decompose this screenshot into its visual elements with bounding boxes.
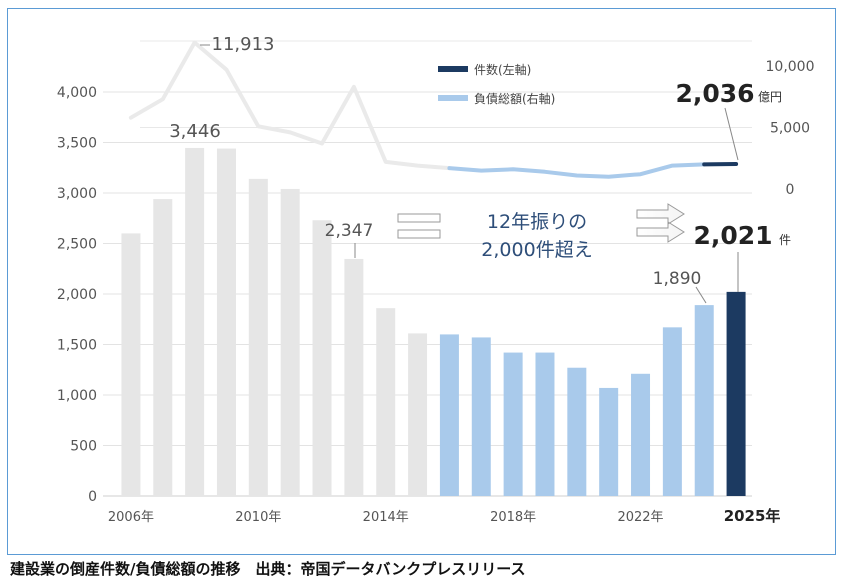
bar-2024年 bbox=[694, 305, 714, 496]
bar-series bbox=[121, 147, 746, 497]
leader-line-2025 bbox=[724, 107, 739, 161]
debt-line-blue bbox=[447, 162, 707, 179]
left-tick-2: 1,000 bbox=[57, 388, 97, 404]
left-tick-0: 0 bbox=[88, 489, 97, 505]
x-tick-0: 2006年 bbox=[108, 510, 154, 525]
left-tick-8: 4,000 bbox=[57, 85, 97, 101]
bar-2016年 bbox=[439, 334, 459, 496]
bar-2015年 bbox=[408, 333, 428, 496]
left-tick-1: 500 bbox=[70, 439, 97, 455]
left-tick-5: 2,500 bbox=[57, 237, 97, 253]
callout-line2: 2,000件超え bbox=[481, 239, 592, 261]
bar-2018年 bbox=[503, 352, 523, 496]
bar-2014年 bbox=[376, 308, 396, 496]
callout: 12年振りの 2,000件超え bbox=[397, 203, 685, 261]
label-bar-2008: 3,446 bbox=[169, 121, 221, 142]
bar-2021年 bbox=[599, 387, 619, 496]
label-line-2025: 2,036 bbox=[675, 79, 754, 108]
callout-line1: 12年振りの bbox=[487, 211, 587, 233]
bar-2007年 bbox=[153, 199, 173, 496]
left-tick-3: 1,500 bbox=[57, 338, 97, 354]
bar-2013年 bbox=[344, 258, 364, 496]
line-series bbox=[128, 40, 739, 179]
label-bar-2025-unit: 件 bbox=[779, 233, 791, 247]
bar-2006年 bbox=[121, 233, 141, 496]
left-tick-4: 2,000 bbox=[57, 287, 97, 303]
x-tick-3: 2018年 bbox=[490, 510, 536, 525]
debt-line-gray bbox=[128, 40, 452, 171]
right-tick-0: 0 bbox=[786, 182, 795, 198]
data-labels: 3,446 2,347 1,890 2,021 件 11,913 2,036 億… bbox=[169, 34, 791, 304]
bar-2017年 bbox=[471, 337, 491, 496]
bar-2009年 bbox=[216, 148, 236, 496]
legend-label-debt: 負債総額(右軸) bbox=[474, 91, 555, 106]
label-bar-2013: 2,347 bbox=[325, 221, 374, 241]
bar-2010年 bbox=[248, 178, 268, 497]
label-bar-2024: 1,890 bbox=[653, 269, 702, 289]
bar-2025年 bbox=[726, 291, 746, 496]
bar-2019年 bbox=[535, 352, 555, 496]
x-tick-5: 2025年 bbox=[724, 507, 781, 525]
bar-2008年 bbox=[185, 147, 205, 497]
callout-bracket-left bbox=[397, 213, 441, 239]
bar-2011年 bbox=[280, 188, 300, 496]
left-axis-ticks: 0 500 1,000 1,500 2,000 2,500 3,000 3,500 4,000 bbox=[57, 85, 97, 505]
label-line-2008: 11,913 bbox=[212, 34, 275, 55]
bar-2012年 bbox=[312, 220, 332, 496]
label-bar-2025: 2,021 bbox=[693, 221, 772, 250]
right-tick-1: 5,000 bbox=[770, 121, 810, 137]
x-tick-4: 2022年 bbox=[617, 510, 663, 525]
legend: 件数(左軸) 負債総額(右軸) bbox=[438, 62, 555, 106]
label-line-2025-unit: 億円 bbox=[758, 90, 782, 104]
x-axis-ticks: 2006年 2010年 2014年 2018年 2022年 2025年 bbox=[108, 507, 781, 525]
bar-2022年 bbox=[631, 373, 651, 496]
x-tick-2: 2014年 bbox=[363, 510, 409, 525]
callout-arrow-right bbox=[636, 203, 685, 243]
bar-2020年 bbox=[567, 367, 587, 496]
left-tick-6: 3,000 bbox=[57, 186, 97, 202]
figure-caption: 建設業の倒産件数/負債総額の推移 出典：帝国データバンクプレスリリース bbox=[10, 560, 526, 578]
x-tick-1: 2010年 bbox=[235, 510, 281, 525]
legend-label-count: 件数(左軸) bbox=[474, 62, 531, 77]
leader-bar-2024 bbox=[695, 286, 707, 304]
left-tick-7: 3,500 bbox=[57, 136, 97, 152]
right-axis-ticks: 0 5,000 10,000 bbox=[766, 59, 815, 198]
bar-2023年 bbox=[662, 327, 682, 496]
right-tick-2: 10,000 bbox=[766, 59, 815, 75]
